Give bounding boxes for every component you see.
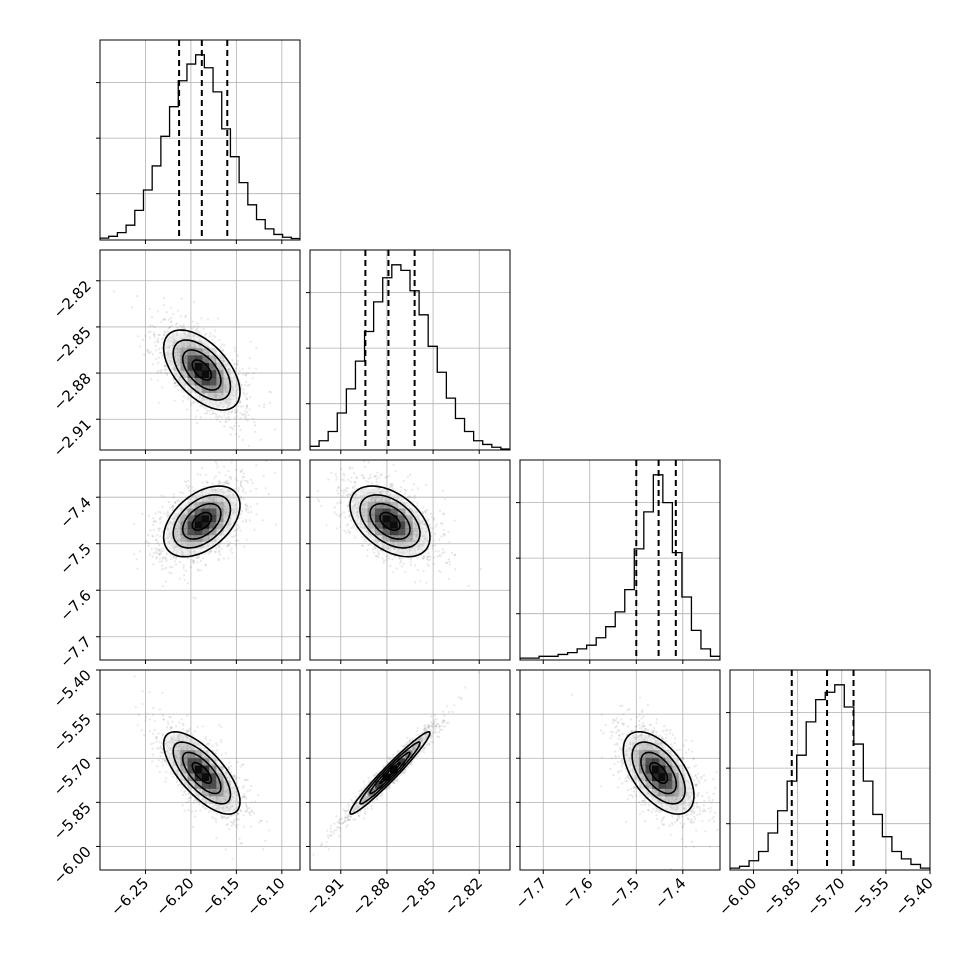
- contour-line: [191, 511, 213, 531]
- x-tick-label: −2.85: [395, 874, 440, 919]
- contour-line: [369, 751, 411, 795]
- x-tick-label: −7.5: [605, 874, 643, 912]
- panel-frame: [309, 459, 511, 661]
- histogram-p2: [520, 474, 720, 660]
- x-tick-label: −6.15: [198, 874, 243, 919]
- contour-line: [191, 761, 213, 784]
- panel-3-3: [726, 669, 931, 874]
- contour-line: [162, 485, 241, 558]
- x-tick-label: −7.4: [651, 874, 689, 912]
- contour-line: [640, 751, 678, 795]
- y-tick-label: −2.82: [50, 277, 95, 322]
- x-tick-label: −6.10: [243, 874, 288, 919]
- density-shading: [166, 734, 238, 812]
- panel-frame: [309, 669, 511, 871]
- panel-3-0: [96, 669, 301, 874]
- panel-frame: [519, 669, 721, 871]
- density-shading: [352, 734, 428, 812]
- contour-line: [172, 741, 232, 805]
- histogram-p3: [730, 684, 930, 870]
- x-tick-label: −5.70: [803, 874, 848, 919]
- y-tick-label: −2.85: [50, 323, 95, 368]
- contour-line: [379, 511, 401, 531]
- y-tick-label: −5.55: [50, 710, 95, 755]
- contour-line: [369, 502, 411, 540]
- panel-frame: [99, 249, 301, 451]
- contour-line: [349, 730, 431, 815]
- y-tick-label: −7.6: [56, 586, 94, 624]
- histogram-p0: [100, 54, 300, 240]
- x-tick-label: −5.55: [847, 874, 892, 919]
- y-tick-label: −7.4: [56, 493, 94, 531]
- y-tick-label: −7.5: [56, 540, 94, 578]
- contour-line: [172, 339, 232, 401]
- contour-line: [631, 741, 686, 805]
- x-tick-label: −6.20: [153, 874, 198, 919]
- contour-line: [181, 349, 222, 391]
- contour-line: [649, 761, 669, 784]
- x-tick-label: −5.85: [759, 874, 804, 919]
- y-tick-label: −5.85: [50, 798, 95, 843]
- panel-frame: [99, 39, 301, 241]
- contour-line: [622, 731, 695, 815]
- panel-2-2: [516, 459, 721, 664]
- panel-frame: [99, 459, 301, 661]
- x-tick-label: −6.00: [715, 874, 760, 919]
- y-tick-label: −6.00: [50, 843, 95, 888]
- contour-line: [359, 494, 421, 549]
- panel-frame: [729, 669, 931, 871]
- panel-3-1: [306, 669, 511, 874]
- contour-line: [359, 741, 421, 805]
- y-tick-label: −2.91: [50, 415, 95, 460]
- panel-1-1: [306, 249, 511, 454]
- x-tick-label: −2.88: [349, 874, 394, 919]
- histogram-p1: [310, 264, 510, 450]
- x-tick-label: −7.7: [512, 874, 550, 912]
- panel-2-1: [306, 459, 511, 664]
- contour-line: [379, 761, 401, 784]
- contour-line: [181, 502, 222, 540]
- x-tick-label: −7.6: [558, 874, 596, 912]
- x-tick-label: −2.91: [302, 874, 347, 919]
- density-shading: [166, 332, 238, 408]
- panel-3-2: [516, 669, 721, 874]
- panel-frame: [99, 669, 301, 871]
- panel-1-0: [96, 249, 301, 454]
- x-tick-label: −6.25: [107, 874, 152, 919]
- panel-frame: [309, 249, 511, 451]
- x-tick-label: −5.40: [892, 874, 937, 919]
- y-tick-label: −7.7: [56, 633, 94, 671]
- y-tick-label: −5.70: [50, 754, 95, 799]
- y-tick-label: −5.40: [50, 666, 95, 711]
- y-tick-label: −2.88: [50, 369, 95, 414]
- contour-line: [181, 751, 222, 795]
- panel-0-0: [96, 39, 301, 244]
- panel-frame: [519, 459, 721, 661]
- panel-2-0: [96, 459, 301, 664]
- contour-line: [172, 494, 232, 549]
- x-tick-label: −2.82: [441, 874, 486, 919]
- contour-line: [349, 485, 431, 558]
- contour-line: [162, 730, 241, 815]
- contour-line: [162, 329, 241, 411]
- contour-line: [191, 359, 213, 381]
